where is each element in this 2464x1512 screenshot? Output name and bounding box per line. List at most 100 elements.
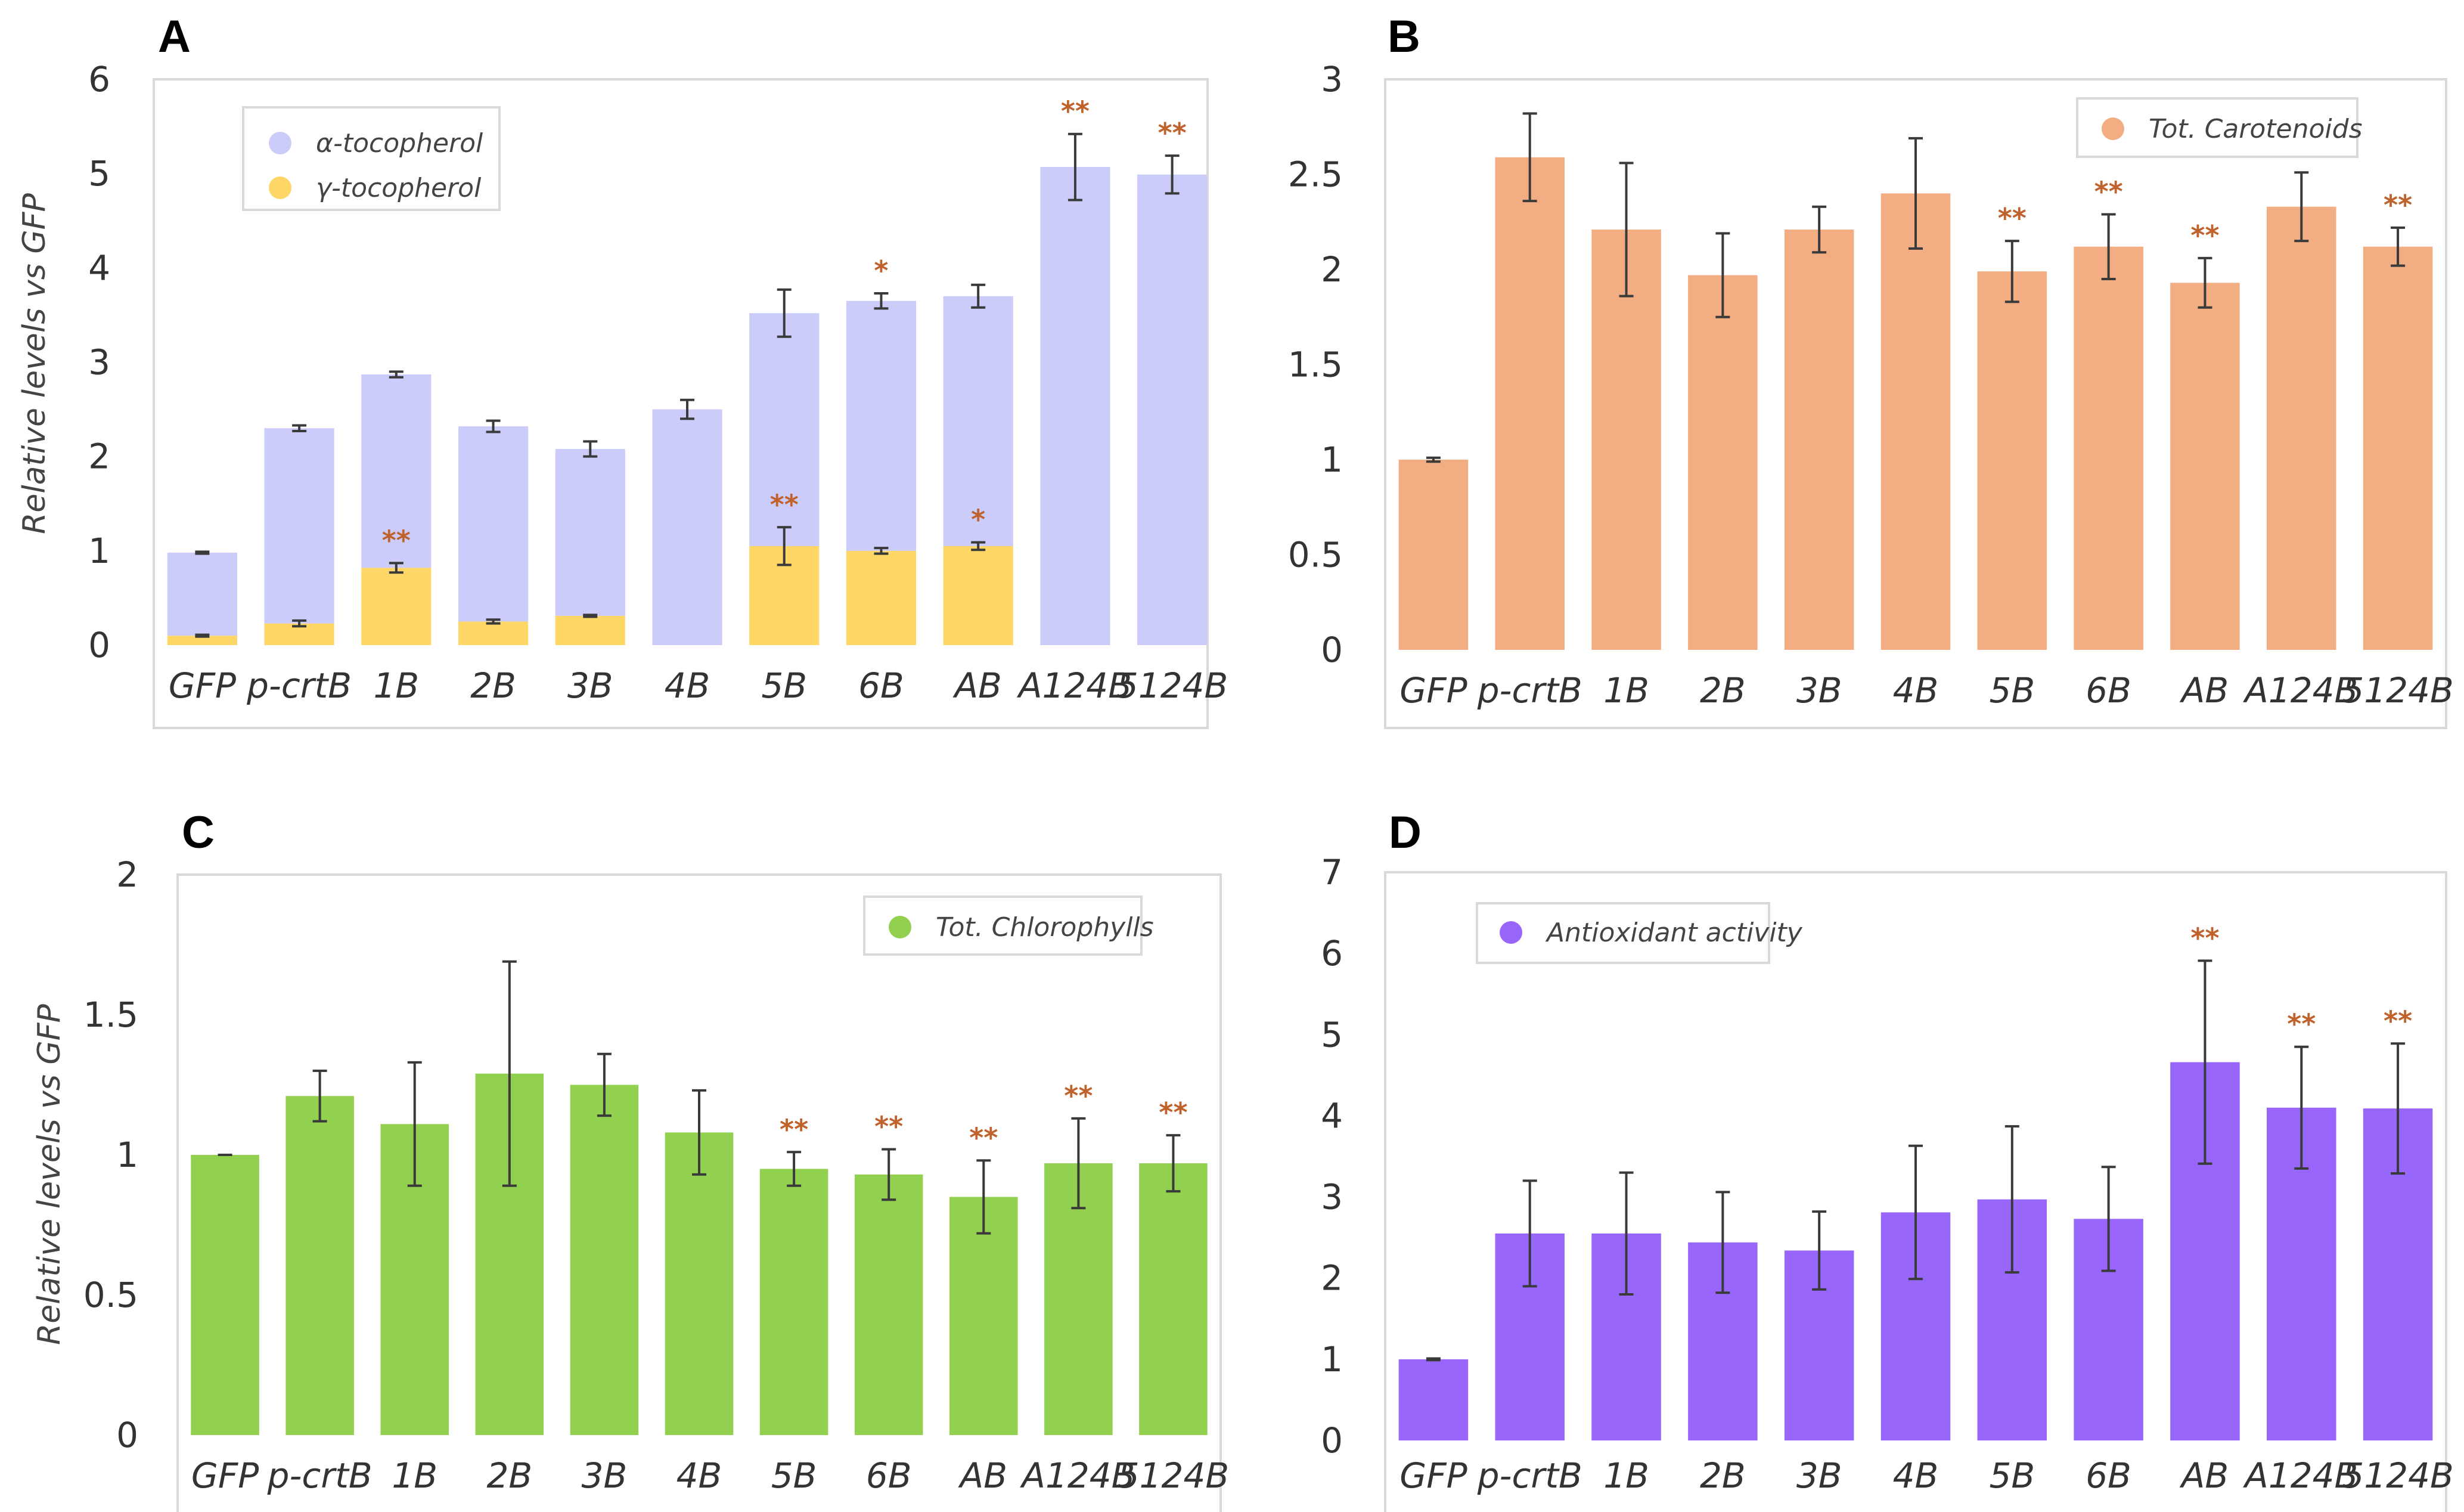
x-tick-label: 5124B <box>2342 1455 2453 1496</box>
significance-marker: ** <box>780 1113 808 1145</box>
legend-label: α-tocopherol <box>316 128 483 159</box>
bar-a-alpha_toco-3 <box>458 426 529 622</box>
error-bar <box>597 1052 612 1117</box>
x-tick-label: A124B <box>2242 670 2358 711</box>
error-bar <box>195 633 210 638</box>
error-bar <box>292 619 307 628</box>
bar-c-chlorophylls-4 <box>570 1085 639 1435</box>
x-tick-label: AB <box>2179 1455 2229 1496</box>
y-tick-label: 2 <box>116 854 138 895</box>
bar-b-carotenoids-10 <box>2363 246 2433 650</box>
x-tick-label: 4B <box>1893 670 1939 711</box>
error-bar <box>971 541 986 551</box>
y-tick-label: 4 <box>88 247 110 288</box>
significance-marker: ** <box>874 1111 903 1143</box>
y-tick-label: 3 <box>88 342 110 383</box>
error-bar <box>389 562 404 574</box>
error-bar <box>971 283 986 309</box>
error-bar <box>1166 1134 1181 1193</box>
error-bar <box>1067 132 1082 202</box>
y-tick-label: 6 <box>88 59 110 100</box>
x-tick-label: 1B <box>1603 1455 1649 1496</box>
bar-c-chlorophylls-7 <box>854 1174 923 1435</box>
x-tick-label: p-crtB <box>246 665 352 706</box>
y-tick-label: 1 <box>1321 439 1343 480</box>
bar-a-alpha_toco-2 <box>361 374 432 568</box>
panel-d: D 0 1 2 3 4 5 6 7 ** ** ** GFP p-crtB 1B 2B 3B 4B 5B 6B AB A1… <box>1321 807 2454 1512</box>
error-bar <box>1522 1179 1537 1288</box>
y-tick-label: 1 <box>88 531 110 571</box>
bar-a-alpha_toco-7 <box>846 300 917 551</box>
x-tick-label: 5124B <box>2342 670 2453 711</box>
bar-a-alpha_toco-9 <box>1040 167 1110 646</box>
bar-a-alpha_toco-10 <box>1137 174 1208 646</box>
legend-label: Antioxidant activity <box>1545 918 1803 948</box>
bar-b-carotenoids-9 <box>2267 206 2336 650</box>
plot-frame <box>176 873 1222 1512</box>
error-bar <box>787 1151 802 1187</box>
significance-marker: * <box>971 504 985 536</box>
x-tick-label: 5B <box>771 1455 817 1496</box>
error-bar <box>1165 154 1180 195</box>
significance-marker: ** <box>969 1121 998 1154</box>
significance-marker: ** <box>1064 1080 1093 1112</box>
panel-letter: A <box>158 11 191 62</box>
significance-marker: ** <box>2287 1008 2316 1040</box>
x-tick-label: 5124B <box>1116 665 1228 706</box>
y-tick-label: 4 <box>1321 1095 1343 1136</box>
significance-marker: ** <box>2190 922 2219 954</box>
bar-b-carotenoids-3 <box>1688 275 1758 650</box>
error-bar <box>583 440 598 458</box>
x-tick-label: AB <box>958 1455 1007 1496</box>
error-bar <box>882 1148 896 1201</box>
error-bar <box>2294 1045 2309 1170</box>
y-tick-label: 1 <box>116 1135 138 1175</box>
legend-label: γ-tocopherol <box>316 173 482 203</box>
error-bar <box>1812 1210 1827 1291</box>
bar-b-carotenoids-0 <box>1398 460 1469 650</box>
y-tick-label: 3 <box>1321 59 1343 100</box>
error-bar <box>1619 162 1634 298</box>
bar-b-carotenoids-7 <box>2074 246 2143 650</box>
significance-marker: ** <box>2190 219 2219 252</box>
bar-c-chlorophylls-0 <box>191 1155 259 1435</box>
bar-b-carotenoids-1 <box>1495 157 1565 650</box>
bar-a-gamma_toco-0 <box>167 636 237 645</box>
bar-c-chlorophylls-1 <box>285 1096 354 1435</box>
x-tick-label: A124B <box>1016 665 1132 706</box>
error-bar <box>2294 171 2309 243</box>
error-bar <box>1426 456 1441 463</box>
significance-marker: * <box>874 255 888 287</box>
error-bar <box>486 618 501 625</box>
error-bar <box>1908 1144 1923 1281</box>
x-tick-label: 4B <box>1893 1455 1939 1496</box>
x-tick-label: 3B <box>567 665 613 706</box>
legend-label: Tot. Carotenoids <box>2149 114 2363 144</box>
y-tick-label: 0.5 <box>83 1275 138 1315</box>
panel-letter: B <box>1388 11 1420 62</box>
x-tick-label: 1B <box>1603 670 1649 711</box>
legend-swatch <box>889 916 911 938</box>
significance-marker: ** <box>2094 175 2123 207</box>
error-bar <box>486 419 501 433</box>
bar-b-carotenoids-8 <box>2170 283 2240 650</box>
bar-a-gamma_toco-4 <box>555 615 625 645</box>
x-tick-label: GFP <box>1399 670 1467 711</box>
plot-frame <box>1384 78 2447 729</box>
legend-swatch <box>269 176 291 199</box>
bar-a-gamma_toco-3 <box>458 621 529 645</box>
y-tick-label: 3 <box>1321 1177 1343 1217</box>
y-tick-label: 0 <box>1321 630 1343 670</box>
panel-letter: C <box>182 807 215 858</box>
panel-b: B 0 0.5 1 1.5 2 2.5 3 ** ** ** ** GFP p-crtB 1B 2B 3B 4B 5… <box>1288 11 2454 729</box>
y-tick-label: 2 <box>1321 249 1343 290</box>
error-bar <box>389 370 404 379</box>
x-tick-label: GFP <box>169 665 236 706</box>
x-tick-label: 6B <box>866 1455 912 1496</box>
x-tick-label: 3B <box>582 1455 628 1496</box>
error-bar <box>2198 256 2212 309</box>
y-tick-label: 0 <box>1321 1420 1343 1461</box>
x-tick-label: GFP <box>191 1455 259 1496</box>
y-axis-label: Relative levels vs GFP <box>32 1003 67 1344</box>
y-tick-label: 1 <box>1321 1339 1343 1380</box>
